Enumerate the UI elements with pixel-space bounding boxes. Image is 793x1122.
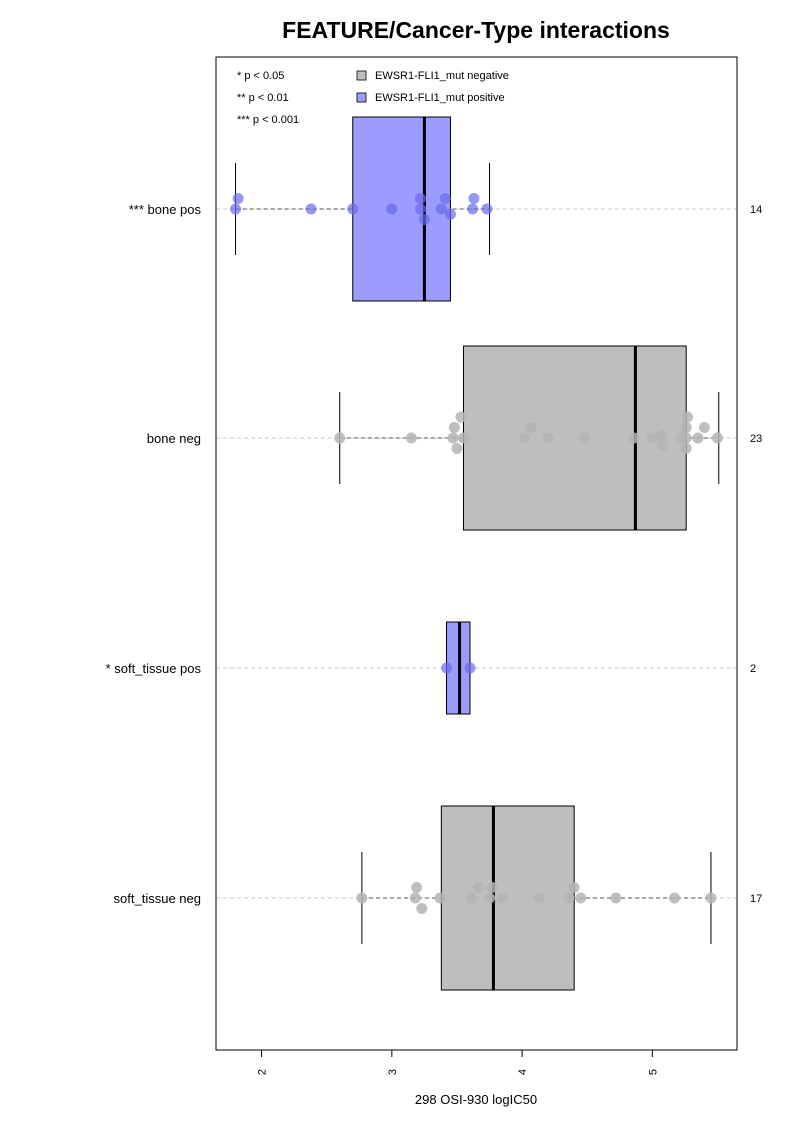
group-count: 17 [750,893,762,905]
data-point [486,882,498,893]
data-point [468,193,480,204]
x-axis-label: 298 OSI-930 logIC50 [415,1092,537,1107]
data-point [418,214,430,225]
data-point [519,432,531,444]
group-label: * soft_tissue pos [106,661,202,676]
data-point [416,903,428,914]
data-point [441,662,453,674]
data-point [347,203,359,215]
data-point [668,892,680,904]
data-point [568,882,580,893]
data-point [230,203,242,215]
box-group: * soft_tissue pos 2 [106,621,756,715]
data-point [356,892,368,904]
data-point [409,892,421,904]
group-count: 14 [750,204,762,216]
data-point [533,892,545,904]
data-point [334,432,346,444]
box [352,116,451,302]
data-point [680,443,692,454]
data-point [414,203,426,215]
data-point [711,432,723,444]
legend-entry-negative: EWSR1-FLI1_mut negative [375,70,509,82]
data-point [682,411,694,423]
box-group: *** bone pos 14 [129,116,762,302]
data-point [405,432,417,444]
data-point [411,882,423,893]
x-axis: 2 3 4 5 [257,1049,659,1075]
legend-entry-positive: EWSR1-FLI1_mut positive [375,92,505,104]
x-tick-label: 2 [257,1069,269,1075]
data-point [414,193,426,204]
data-point [563,892,575,904]
group-label: bone neg [147,431,201,446]
chart-title: FEATURE/Cancer-Type interactions [282,17,670,43]
data-point [447,432,459,444]
data-point [655,429,667,441]
group-count: 2 [750,663,756,675]
legend-significance-2: ** p < 0.01 [237,92,289,104]
data-point [473,882,485,893]
data-point [386,203,398,215]
legend: * p < 0.05 ** p < 0.01 *** p < 0.001 EWS… [237,70,509,126]
data-point [680,422,692,433]
data-point [481,203,493,215]
data-point [610,892,622,904]
data-point [434,892,446,904]
legend-significance-1: * p < 0.05 [237,70,284,82]
box-group: soft_tissue neg 17 [114,805,762,991]
group-label: *** bone pos [129,202,202,217]
plot-frame [215,56,738,1051]
data-point [542,432,554,444]
data-point [435,203,447,215]
data-point [705,892,717,904]
data-point [698,422,710,433]
x-tick-label: 4 [517,1069,529,1075]
legend-significance-3: *** p < 0.001 [237,114,299,126]
data-point [455,411,467,423]
data-point [444,208,456,220]
data-point [497,892,509,904]
data-point [439,193,451,204]
box-groups: *** bone pos 14 bone neg 23 * soft_tissue po… [106,116,762,991]
data-point [305,203,317,215]
data-point [448,422,460,433]
data-point [646,432,658,444]
legend-swatch-positive [356,92,367,103]
x-tick-label: 3 [387,1069,399,1075]
data-point [579,432,591,444]
data-point [465,892,477,904]
x-tick-label: 5 [647,1069,659,1075]
legend-swatch-negative [356,70,367,81]
data-point [464,662,476,674]
data-point [680,432,692,444]
group-label: soft_tissue neg [114,891,201,906]
data-point [657,439,669,451]
data-point [451,443,463,454]
data-point [525,422,537,433]
data-point [484,892,496,904]
box-group: bone neg 23 [147,345,762,531]
data-point [457,432,469,444]
data-point [232,193,244,204]
data-point [628,432,640,444]
data-point [692,432,704,444]
group-count: 23 [750,433,762,445]
data-point [467,203,479,215]
data-point [575,892,587,904]
